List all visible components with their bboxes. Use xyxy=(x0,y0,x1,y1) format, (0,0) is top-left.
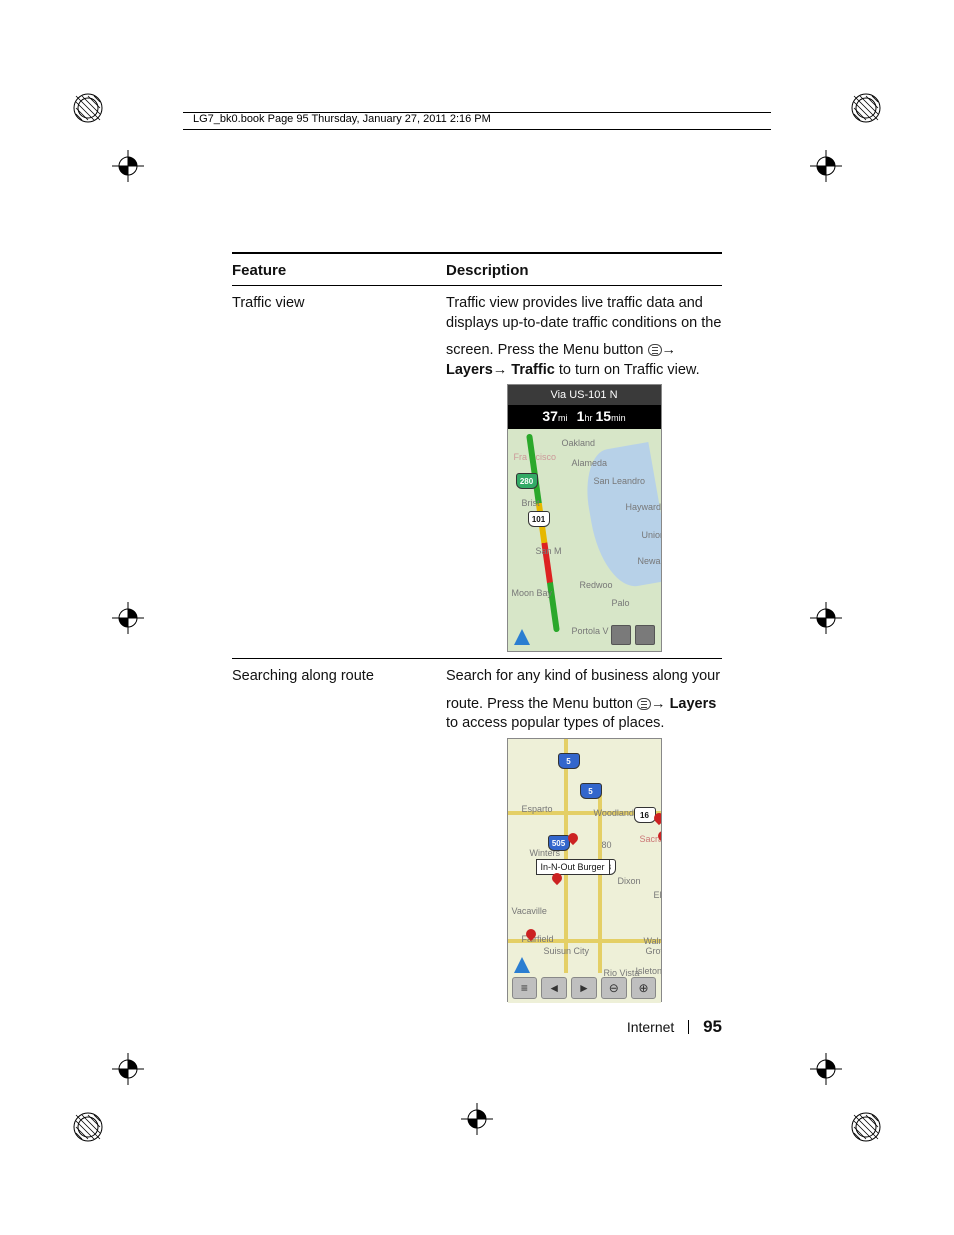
desc-text: Traffic view provides live traffic data … xyxy=(446,295,721,331)
header-meta: LG7_bk0.book Page 95 Thursday, January 2… xyxy=(193,113,491,125)
crop-mark-cross xyxy=(461,1103,493,1135)
feature-traffic-view: Traffic view xyxy=(232,292,446,654)
feature-search-route: Searching along route xyxy=(232,665,446,1004)
city-label: Vacaville xyxy=(512,905,547,917)
desc-text: Search for any kind of business along yo… xyxy=(446,668,720,684)
highway-shield: 5 xyxy=(580,783,602,799)
city-label: San Leandro xyxy=(594,475,646,487)
highway-shield: 280 xyxy=(516,473,538,489)
city-label: Brist xyxy=(522,497,540,509)
distance-unit: mi xyxy=(558,413,568,423)
header-description: Description xyxy=(446,260,722,281)
map-button[interactable] xyxy=(611,625,631,645)
city-label: Woodland xyxy=(594,807,634,819)
city-label: San M xyxy=(536,545,562,557)
highway-shield: 5 xyxy=(558,753,580,769)
city-label: Redwoo xyxy=(580,579,613,591)
city-label: El xyxy=(654,889,661,901)
crop-mark-cross xyxy=(112,150,144,182)
minutes-unit: min xyxy=(611,413,626,423)
layers-bold: Layers xyxy=(446,362,493,378)
footer-section: Internet xyxy=(627,1019,674,1035)
desc-text: route. Press the Menu button xyxy=(446,696,637,712)
city-label: Moon Bay xyxy=(512,587,553,599)
city-label: Isleton xyxy=(636,965,661,977)
list-button[interactable]: ≡ xyxy=(512,977,538,999)
traffic-bold: Traffic xyxy=(511,362,555,378)
desc-search-route: Search for any kind of business along yo… xyxy=(446,665,722,1004)
screenshot-search-route: Esparto Woodland Sacram Winters 80 Dixon… xyxy=(507,738,662,1002)
route-stats: 37mi 1hr 15min xyxy=(508,405,661,429)
traffic-route xyxy=(526,434,560,633)
row-search-route: Searching along route Search for any kin… xyxy=(232,665,722,1004)
crop-mark-hatch xyxy=(72,1111,104,1143)
page-footer: Internet 95 xyxy=(627,1017,722,1037)
crop-mark-cross xyxy=(810,1053,842,1085)
nav-arrow-icon xyxy=(514,629,530,645)
map-view: Esparto Woodland Sacram Winters 80 Dixon… xyxy=(508,739,661,1003)
city-label: Hayward xyxy=(626,501,661,513)
city-label: Fra xyxy=(514,451,528,463)
city-label: Oakland xyxy=(562,437,596,449)
city-label: Alameda xyxy=(572,457,608,469)
highway-shield: 16 xyxy=(634,807,656,823)
desc-text: to turn on Traffic view. xyxy=(555,362,700,378)
highway-shield: 101 xyxy=(528,511,550,527)
city-label: Suisun City xyxy=(544,945,590,957)
city-label: Grove xyxy=(646,945,661,957)
crop-mark-cross xyxy=(810,602,842,634)
menu-icon xyxy=(648,344,662,356)
footer-separator xyxy=(688,1020,689,1034)
map-road xyxy=(598,794,602,973)
zoom-in-button[interactable]: ⊕ xyxy=(631,977,657,999)
zoom-out-button[interactable]: ⊖ xyxy=(601,977,627,999)
desc-text: to access popular types of places. xyxy=(446,715,664,731)
crop-mark-cross xyxy=(112,602,144,634)
map-toolbar: ≡ ◄ ► ⊖ ⊕ xyxy=(512,977,657,999)
page-number: 95 xyxy=(703,1017,722,1036)
map-button[interactable] xyxy=(635,625,655,645)
distance-value: 37 xyxy=(542,408,558,424)
arrow-icon: → xyxy=(662,342,677,358)
content-area: Feature Description Traffic view Traffic… xyxy=(232,252,722,1004)
row-divider xyxy=(232,658,722,659)
map-road xyxy=(564,739,568,973)
city-label: 80 xyxy=(602,839,612,851)
table-header-rule xyxy=(232,285,722,286)
route-title: Via US-101 N xyxy=(508,385,661,405)
header-feature: Feature xyxy=(232,260,446,281)
highway-shield: 505 xyxy=(548,835,570,851)
desc-traffic-view: Traffic view provides live traffic data … xyxy=(446,292,722,654)
desc-text: screen. Press the Menu button xyxy=(446,342,648,358)
city-label: cisco xyxy=(536,451,557,463)
poi-tooltip[interactable]: In-N-Out Burger xyxy=(536,859,610,875)
city-label: Dixon xyxy=(618,875,641,887)
row-traffic-view: Traffic view Traffic view provides live … xyxy=(232,292,722,654)
city-label: Palo xyxy=(612,597,630,609)
minutes-value: 15 xyxy=(596,408,612,424)
city-label: Union xyxy=(642,529,661,541)
prev-button[interactable]: ◄ xyxy=(541,977,567,999)
arrow-icon: → xyxy=(651,696,670,712)
nav-arrow-icon xyxy=(514,957,530,973)
hours-unit: hr xyxy=(584,413,592,423)
table-top-rule xyxy=(232,252,722,254)
map-view: Oakland Fra cisco Alameda San Leandro Br… xyxy=(508,429,661,651)
crop-mark-hatch xyxy=(850,92,882,124)
layers-bold: Layers xyxy=(670,696,717,712)
feature-table: Feature Description xyxy=(232,260,722,281)
crop-mark-hatch xyxy=(72,92,104,124)
crop-mark-cross xyxy=(112,1053,144,1085)
screenshot-traffic-view: Via US-101 N 37mi 1hr 15min Oakland Fra … xyxy=(507,384,662,652)
crop-mark-cross xyxy=(810,150,842,182)
menu-icon xyxy=(637,698,651,710)
arrow-icon: → xyxy=(493,362,512,378)
next-button[interactable]: ► xyxy=(571,977,597,999)
city-label: Newark xyxy=(638,555,661,567)
crop-mark-hatch xyxy=(850,1111,882,1143)
city-label: Esparto xyxy=(522,803,553,815)
city-label: Portola V xyxy=(572,625,609,637)
